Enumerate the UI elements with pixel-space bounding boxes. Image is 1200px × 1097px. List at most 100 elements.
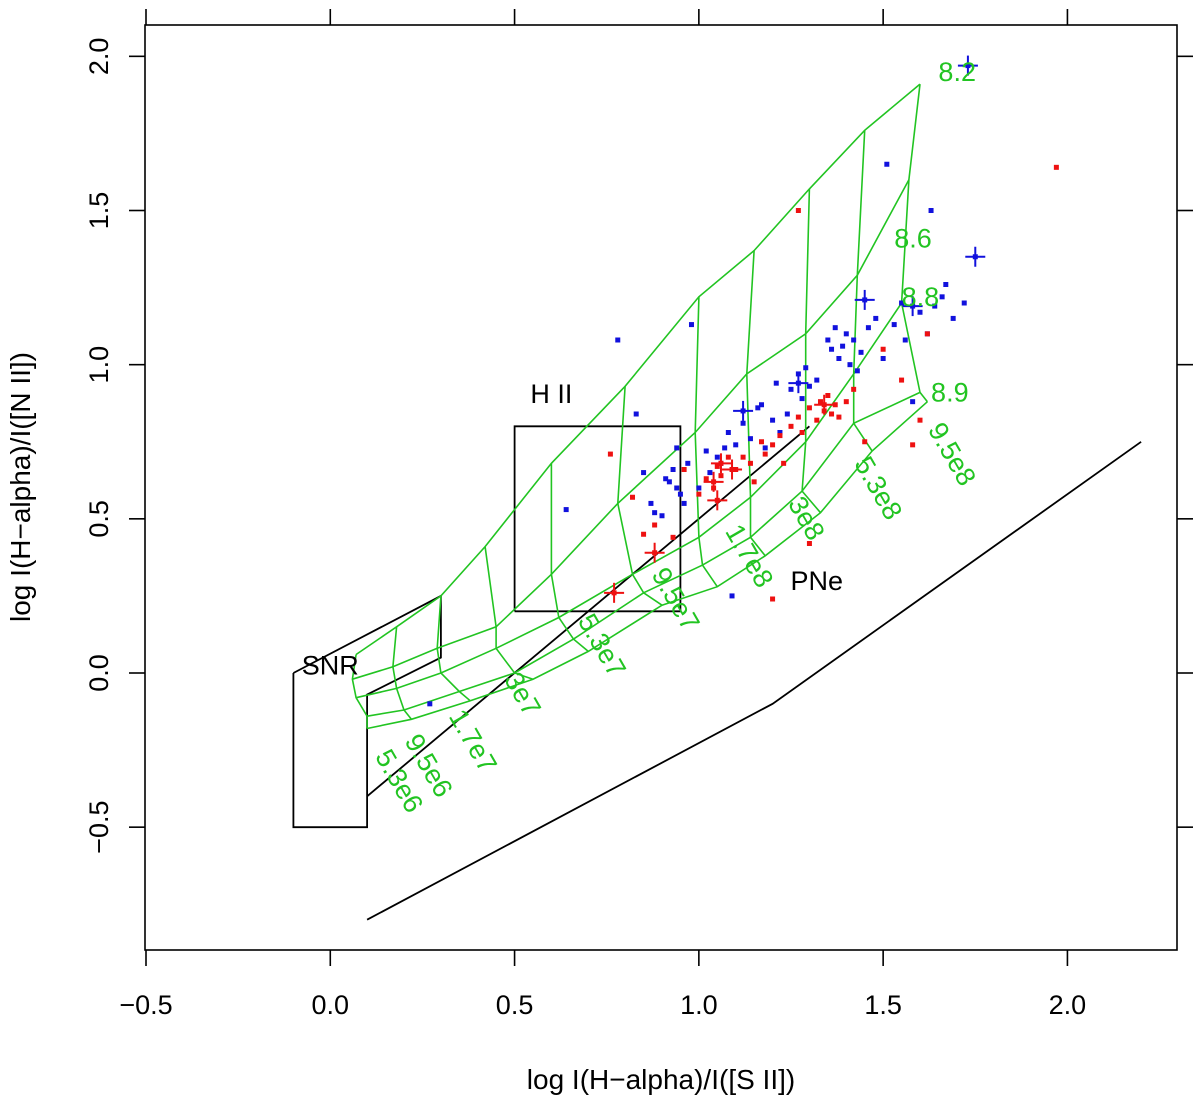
ionization-line: [550, 463, 589, 653]
x-axis-title: log I(H−alpha)/I([S II]): [527, 1064, 795, 1095]
blue-point: [755, 405, 761, 411]
blue-point: [939, 294, 945, 300]
ionization-label: 9.5e7: [646, 562, 706, 636]
blue-point: [615, 337, 621, 343]
blue-highlight-point: [862, 297, 868, 303]
red-point: [740, 454, 746, 460]
blue-point: [806, 383, 812, 389]
blue-point: [858, 349, 864, 355]
y-axis-title: log I(H−alpha)/I([N II]): [5, 352, 36, 622]
metallicity-line: [366, 391, 921, 717]
blue-point: [891, 322, 897, 328]
red-point: [777, 433, 783, 439]
red-point: [607, 451, 613, 457]
blue-point: [928, 208, 934, 213]
blue-point: [847, 362, 853, 368]
blue-point: [427, 701, 433, 707]
blue-point: [788, 386, 794, 392]
red-point: [851, 386, 857, 392]
blue-point: [851, 337, 857, 343]
y-tick-label: −0.5: [84, 801, 114, 854]
pne-upper-boundary: [366, 425, 810, 797]
blue-point: [884, 161, 890, 167]
red-highlight-point: [821, 402, 827, 408]
metallicity-label: 8.8: [902, 282, 940, 312]
blue-point: [832, 325, 838, 331]
x-tick-label: 1.0: [680, 990, 718, 1020]
red-point: [836, 414, 842, 420]
blue-point: [729, 593, 735, 599]
metallicity-label: 8.2: [938, 57, 976, 87]
ionization-line: [694, 296, 718, 588]
red-point: [1053, 164, 1059, 170]
blue-point: [762, 445, 768, 451]
red-highlight-point: [652, 550, 658, 556]
red-point: [759, 439, 765, 445]
red-highlight-point: [711, 479, 717, 485]
red-point: [806, 541, 812, 546]
region-label: PNe: [791, 566, 844, 596]
red-highlight-point: [718, 460, 724, 466]
red-point: [718, 473, 724, 479]
blue-point: [725, 430, 731, 435]
plot-frame: [144, 24, 1178, 951]
y-tick-label: 2.0: [84, 38, 114, 76]
blue-point: [641, 470, 647, 476]
blue-point: [777, 430, 783, 435]
blue-point: [825, 337, 831, 343]
blue-point: [943, 282, 949, 287]
blue-highlight-point: [795, 380, 801, 386]
blue-point: [880, 356, 886, 361]
red-point: [829, 411, 835, 417]
blue-point: [910, 399, 916, 405]
blue-point: [843, 331, 849, 337]
blue-point: [836, 356, 842, 361]
ionization-line: [801, 188, 822, 514]
data-points: [427, 55, 1059, 707]
blue-point: [950, 315, 956, 321]
metallicity-label: 8.9: [931, 378, 969, 408]
y-tick-label: 1.5: [84, 192, 114, 230]
blue-point: [685, 460, 691, 466]
blue-point: [663, 476, 669, 482]
red-point: [799, 430, 805, 435]
red-point: [910, 442, 916, 448]
blue-point: [747, 436, 753, 442]
blue-highlight-point: [972, 254, 978, 260]
red-point: [714, 463, 720, 469]
blue-point: [681, 500, 687, 506]
metallicity-label: 8.6: [894, 224, 932, 254]
blue-point: [666, 479, 672, 485]
blue-point: [814, 377, 820, 383]
red-point: [917, 417, 923, 423]
red-point: [630, 494, 636, 500]
blue-point: [633, 411, 639, 417]
x-tick-label: 0.0: [312, 990, 350, 1020]
red-highlight-point: [714, 497, 720, 503]
blue-point: [703, 448, 709, 454]
metallicity-line: [352, 179, 910, 680]
blue-point: [563, 507, 569, 513]
blue-point: [659, 513, 665, 519]
blue-point: [714, 454, 720, 460]
blue-point: [899, 300, 905, 306]
red-point: [862, 439, 868, 445]
x-tick-label: −0.5: [119, 990, 172, 1020]
model-grid: [351, 83, 929, 730]
region-h-ii: [513, 425, 682, 613]
axis-ticks: −0.5 0.0 0.5 1.0 1.5 2.0 −0.5 0.0 0.5 1.0 1.5 2.0: [84, 9, 1193, 1020]
red-point: [781, 460, 787, 466]
ionization-line: [745, 250, 766, 557]
blue-highlight-point: [910, 303, 916, 309]
region-label: SNR: [302, 651, 359, 681]
blue-point: [688, 322, 694, 328]
blue-point: [652, 510, 658, 516]
ionization-line: [392, 626, 413, 720]
red-point: [899, 377, 905, 383]
red-point: [806, 405, 812, 411]
red-point: [795, 414, 801, 420]
blue-point: [696, 485, 702, 491]
ionization-label: 9.5e8: [922, 417, 982, 491]
ionization-line: [852, 130, 873, 452]
